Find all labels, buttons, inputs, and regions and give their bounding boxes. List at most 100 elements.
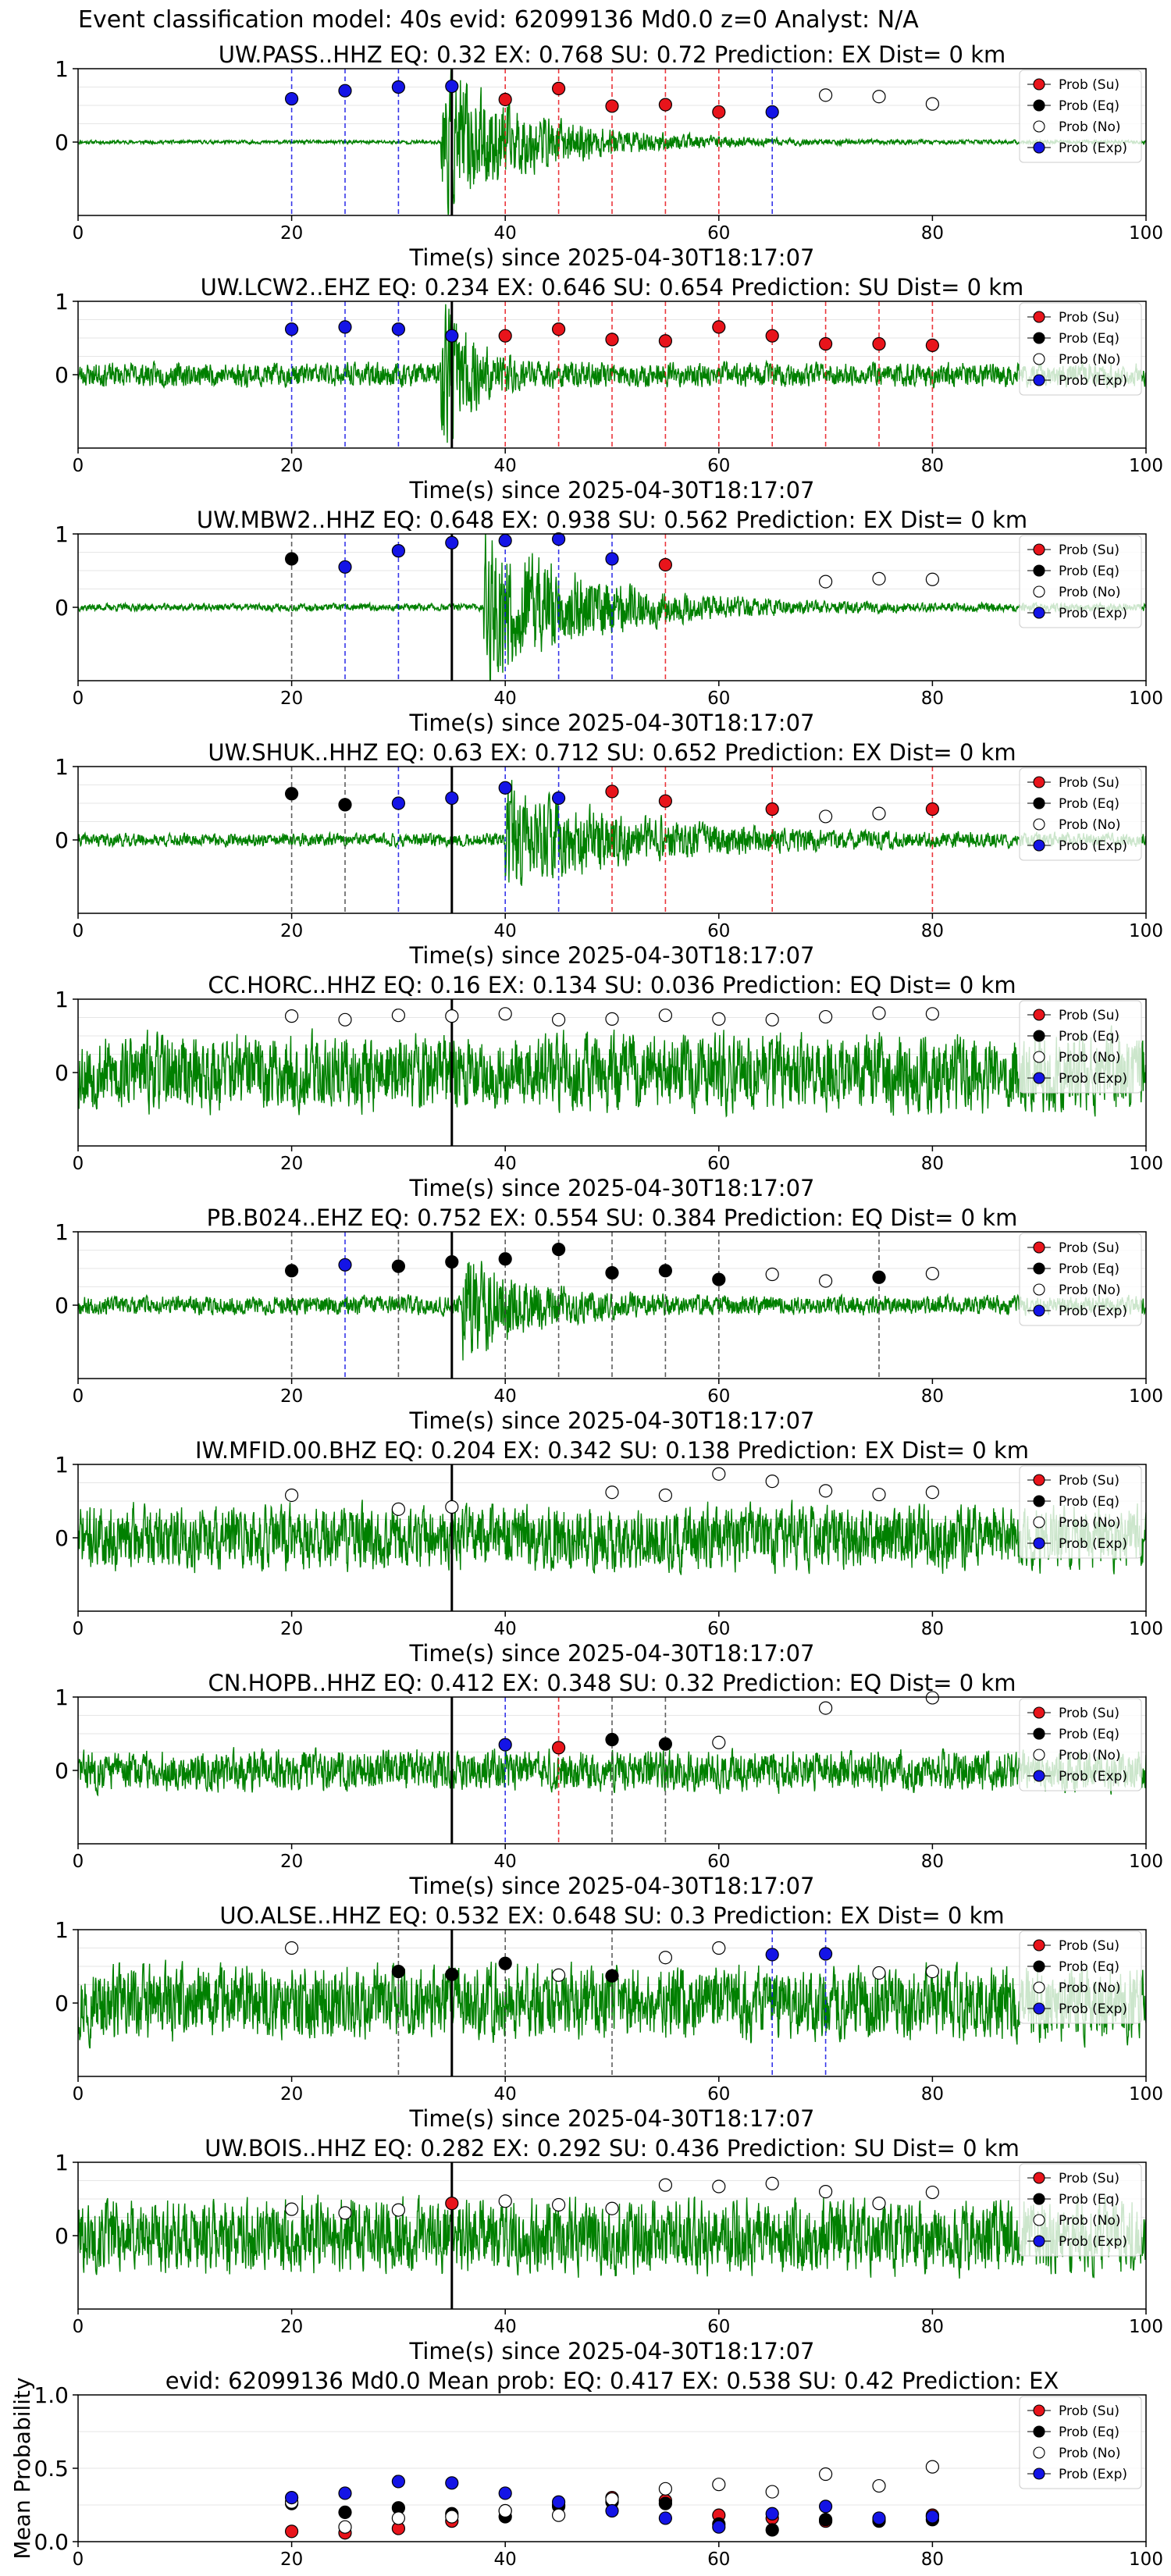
mean-marker-no <box>818 2467 833 2482</box>
prob-marker-exp <box>445 791 459 806</box>
legend-marker-su <box>1033 1009 1045 1021</box>
prob-marker-no <box>445 1009 459 1023</box>
x-axis-label: Time(s) since 2025-04-30T18:17:07 <box>409 2338 815 2364</box>
legend-box <box>1019 1930 1142 2024</box>
mean-marker-no <box>765 2485 779 2499</box>
prob-marker-no <box>925 1007 940 1021</box>
x-tick-label: 80 <box>921 688 944 709</box>
mean-marker-no <box>658 2482 673 2496</box>
prob-marker-no <box>872 1487 886 1502</box>
prob-marker-no <box>605 1485 619 1500</box>
legend-marker-no <box>1033 1283 1045 1296</box>
prob-marker-eq <box>605 1969 619 1983</box>
prob-marker-eq <box>605 1266 619 1280</box>
legend-box <box>1019 535 1142 628</box>
prob-marker-no <box>818 809 833 824</box>
panel-uw.pass..hhz: UW.PASS..HHZ EQ: 0.32 EX: 0.768 SU: 0.72… <box>55 41 1163 271</box>
waveform-trace <box>78 1500 1146 1575</box>
x-tick-label: 100 <box>1129 2317 1163 2337</box>
mean-marker-exp <box>658 2511 673 2525</box>
prob-marker-exp <box>765 105 779 119</box>
y-tick-label: 0 <box>55 362 69 388</box>
panel-uo.alse..hhz: UO.ALSE..HHZ EQ: 0.532 EX: 0.648 SU: 0.3… <box>55 1902 1163 2132</box>
legend-label-exp: Prob (Exp) <box>1059 1536 1127 1552</box>
prob-marker-no <box>658 1009 673 1023</box>
prob-marker-no <box>818 2185 833 2199</box>
panel-title: evid: 62099136 Md0.0 Mean prob: EQ: 0.41… <box>166 2368 1059 2394</box>
prob-marker-no <box>338 1012 352 1026</box>
prob-marker-no <box>925 1964 940 1979</box>
x-axis-label: Time(s) since 2025-04-30T18:17:07 <box>409 1175 815 1201</box>
x-tick-label: 80 <box>921 2549 944 2570</box>
prob-marker-no <box>712 1467 726 1481</box>
x-tick-label: 0 <box>73 688 84 709</box>
prob-marker-no <box>551 2197 566 2212</box>
legend-label-no: Prob (No) <box>1059 817 1121 833</box>
prob-marker-exp <box>498 533 512 548</box>
waveform-trace <box>78 2194 1146 2279</box>
legend-marker-su <box>1033 78 1045 91</box>
prob-marker-su <box>605 785 619 799</box>
y-tick-label: 0 <box>55 827 69 853</box>
legend-label-exp: Prob (Exp) <box>1059 2001 1127 2017</box>
x-tick-label: 60 <box>707 688 730 709</box>
prob-marker-no <box>391 1009 405 1023</box>
y-tick-label: 0.5 <box>34 2456 69 2482</box>
x-tick-label: 60 <box>707 1386 730 1407</box>
mean-marker-no <box>391 2511 405 2525</box>
legend-marker-eq <box>1033 1030 1045 1042</box>
prob-marker-su <box>658 98 673 112</box>
legend-label-su: Prob (Su) <box>1059 775 1119 791</box>
x-axis-label: Time(s) since 2025-04-30T18:17:07 <box>409 1873 815 1899</box>
prob-marker-no <box>818 88 833 102</box>
prob-marker-eq <box>658 1264 673 1278</box>
prob-marker-no <box>925 572 940 586</box>
prob-marker-no <box>712 1941 726 1955</box>
x-tick-label: 60 <box>707 2317 730 2337</box>
mean-marker-exp <box>551 2495 566 2509</box>
legend-box <box>1019 1000 1142 1094</box>
prob-marker-su <box>818 336 833 351</box>
prob-marker-su <box>605 333 619 347</box>
panel-title: CN.HOPB..HHZ EQ: 0.412 EX: 0.348 SU: 0.3… <box>208 1670 1016 1696</box>
x-tick-label: 100 <box>1129 2084 1163 2105</box>
x-tick-label: 100 <box>1129 1154 1163 1174</box>
panel-title: PB.B024..EHZ EQ: 0.752 EX: 0.554 SU: 0.3… <box>207 1204 1018 1231</box>
legend-marker-eq <box>1033 564 1045 577</box>
legend-marker-exp <box>1033 141 1045 154</box>
x-tick-label: 40 <box>494 456 517 476</box>
x-tick-label: 60 <box>707 2084 730 2105</box>
legend-label-exp: Prob (Exp) <box>1059 373 1127 389</box>
x-tick-label: 80 <box>921 1852 944 1872</box>
panel-iw.mfid.00.bhz: IW.MFID.00.BHZ EQ: 0.204 EX: 0.342 SU: 0… <box>55 1437 1163 1667</box>
mean-marker-eq <box>765 2523 779 2537</box>
prob-marker-exp <box>338 1258 352 1272</box>
legend-label-su: Prob (Su) <box>1059 77 1119 93</box>
mean-marker-exp <box>445 2476 459 2490</box>
panel-uw.shuk..hhz: UW.SHUK..HHZ EQ: 0.63 EX: 0.712 SU: 0.65… <box>55 739 1163 969</box>
prob-marker-exp <box>551 791 566 806</box>
legend-label-su: Prob (Su) <box>1059 2171 1119 2186</box>
prob-marker-no <box>872 806 886 820</box>
prob-marker-no <box>551 1012 566 1026</box>
x-tick-label: 0 <box>73 2549 84 2570</box>
x-tick-label: 20 <box>280 1619 303 1639</box>
y-axis-label: Mean Probability <box>9 2377 35 2559</box>
prob-marker-su <box>658 557 673 572</box>
x-tick-label: 80 <box>921 1154 944 1174</box>
legend-label-eq: Prob (Eq) <box>1059 331 1119 347</box>
prob-marker-su <box>765 329 779 343</box>
panel-cc.horc..hhz: CC.HORC..HHZ EQ: 0.16 EX: 0.134 SU: 0.03… <box>55 972 1163 1201</box>
x-tick-label: 40 <box>494 688 517 709</box>
prob-marker-exp <box>285 91 299 106</box>
prob-marker-no <box>445 1500 459 1514</box>
x-tick-label: 0 <box>73 2317 84 2337</box>
prob-marker-eq <box>391 1259 405 1273</box>
x-tick-label: 60 <box>707 1852 730 1872</box>
y-tick-label: 1 <box>55 56 69 82</box>
mean-marker-exp <box>338 2486 352 2500</box>
legend-label-exp: Prob (Exp) <box>1059 1071 1127 1087</box>
panel-title: UW.MBW2..HHZ EQ: 0.648 EX: 0.938 SU: 0.5… <box>197 507 1027 533</box>
legend-label-eq: Prob (Eq) <box>1059 1959 1119 1975</box>
legend-box <box>1019 1233 1142 1326</box>
